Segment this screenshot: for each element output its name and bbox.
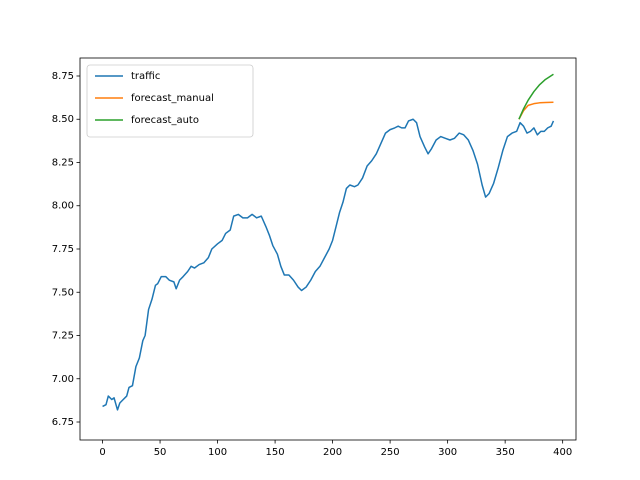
x-tick-label: 100 (208, 447, 227, 458)
series-line (518, 73, 554, 120)
y-tick-label: 6.75 (52, 417, 74, 428)
series-line (102, 118, 555, 411)
y-tick-label: 8.75 (52, 71, 74, 82)
x-tick-label: 400 (553, 447, 572, 458)
series-line (518, 101, 554, 120)
y-tick-label: 7.50 (52, 287, 74, 298)
x-tick-label: 300 (438, 447, 457, 458)
y-tick-label: 7.75 (52, 244, 74, 255)
legend-box (86, 64, 254, 138)
legend-label: traffic (131, 71, 160, 82)
x-tick-label: 150 (266, 447, 285, 458)
x-tick-label: 0 (99, 447, 105, 458)
y-tick-label: 8.00 (52, 201, 74, 212)
legend-label: forecast_auto (131, 115, 199, 126)
x-tick-label: 200 (323, 447, 342, 458)
y-tick-label: 8.50 (52, 114, 74, 125)
plot-frame (79, 57, 577, 441)
y-tick-label: 8.25 (52, 157, 74, 168)
x-tick-label: 50 (154, 447, 167, 458)
x-tick-label: 350 (496, 447, 515, 458)
y-tick-label: 7.25 (52, 331, 74, 342)
x-tick-label: 250 (381, 447, 400, 458)
y-tick-label: 7.00 (52, 374, 74, 385)
legend-label: forecast_manual (131, 93, 214, 104)
